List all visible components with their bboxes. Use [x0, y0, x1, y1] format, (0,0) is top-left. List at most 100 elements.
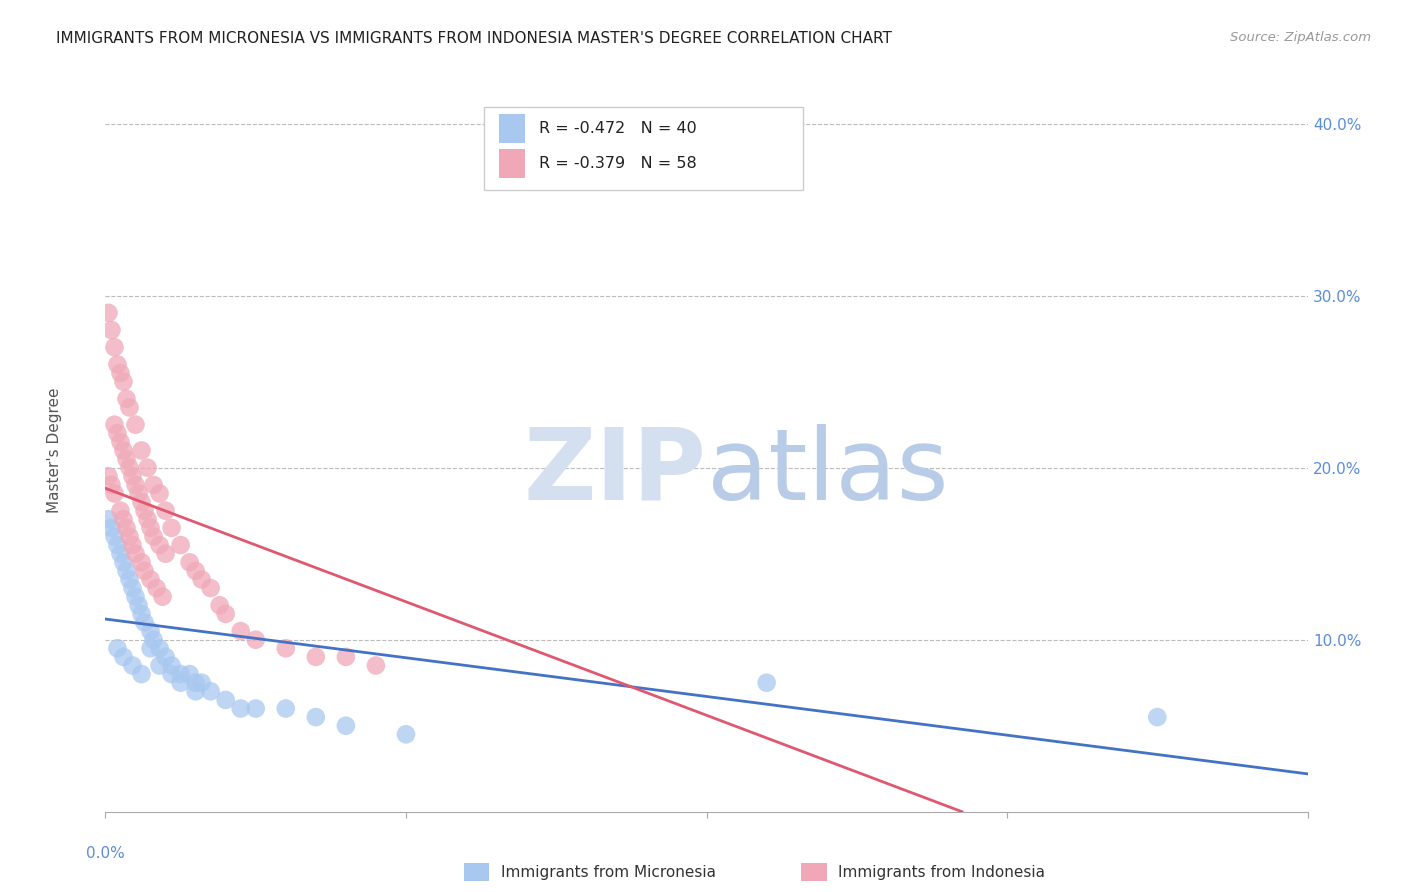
- Point: [755, 675, 778, 690]
- Point: [214, 693, 236, 707]
- Text: ZIP: ZIP: [523, 424, 707, 521]
- Point: [134, 503, 156, 517]
- Point: [110, 434, 132, 449]
- Point: [115, 564, 138, 578]
- Point: [118, 573, 141, 587]
- Point: [179, 555, 201, 569]
- Point: [136, 512, 159, 526]
- Point: [112, 512, 135, 526]
- Point: [169, 538, 191, 552]
- Point: [103, 340, 125, 354]
- Point: [112, 375, 135, 389]
- Point: [134, 615, 156, 630]
- Point: [115, 521, 138, 535]
- Point: [97, 469, 120, 483]
- Text: Source: ZipAtlas.com: Source: ZipAtlas.com: [1230, 31, 1371, 45]
- Point: [245, 632, 267, 647]
- Point: [121, 581, 143, 595]
- Point: [160, 658, 183, 673]
- Point: [131, 443, 153, 458]
- Point: [190, 573, 212, 587]
- Point: [142, 632, 165, 647]
- Point: [145, 581, 167, 595]
- Point: [103, 417, 125, 432]
- Text: 0.0%: 0.0%: [86, 847, 125, 862]
- Point: [395, 727, 418, 741]
- Point: [107, 641, 129, 656]
- Point: [142, 529, 165, 543]
- Text: R = -0.379   N = 58: R = -0.379 N = 58: [540, 156, 697, 171]
- Point: [184, 684, 207, 698]
- Point: [103, 486, 125, 500]
- Point: [208, 599, 231, 613]
- Point: [305, 710, 328, 724]
- Point: [364, 658, 387, 673]
- Point: [107, 426, 129, 441]
- Point: [155, 503, 177, 517]
- Point: [274, 641, 297, 656]
- Point: [200, 684, 222, 698]
- Point: [155, 649, 177, 664]
- Point: [112, 649, 135, 664]
- Point: [1146, 710, 1168, 724]
- Point: [169, 667, 191, 681]
- Point: [121, 538, 143, 552]
- Point: [103, 529, 125, 543]
- Point: [124, 547, 146, 561]
- Point: [335, 719, 357, 733]
- Point: [160, 521, 183, 535]
- Point: [115, 392, 138, 406]
- Point: [148, 658, 170, 673]
- Point: [124, 417, 146, 432]
- Point: [148, 486, 170, 500]
- Point: [131, 607, 153, 621]
- Point: [200, 581, 222, 595]
- Point: [118, 460, 141, 475]
- Point: [100, 521, 122, 535]
- Point: [148, 641, 170, 656]
- Point: [118, 529, 141, 543]
- Point: [134, 564, 156, 578]
- Text: atlas: atlas: [707, 424, 948, 521]
- Point: [131, 555, 153, 569]
- Point: [214, 607, 236, 621]
- Point: [229, 624, 252, 639]
- Point: [139, 573, 162, 587]
- FancyBboxPatch shape: [484, 107, 803, 190]
- Point: [110, 547, 132, 561]
- Point: [139, 521, 162, 535]
- Point: [97, 306, 120, 320]
- Text: Master's Degree: Master's Degree: [48, 388, 62, 513]
- Point: [107, 538, 129, 552]
- Point: [335, 649, 357, 664]
- Point: [121, 469, 143, 483]
- Point: [131, 667, 153, 681]
- Point: [142, 478, 165, 492]
- Point: [131, 495, 153, 509]
- Point: [148, 538, 170, 552]
- Point: [179, 667, 201, 681]
- Point: [229, 701, 252, 715]
- Point: [190, 675, 212, 690]
- Point: [184, 564, 207, 578]
- Point: [274, 701, 297, 715]
- Text: R = -0.472   N = 40: R = -0.472 N = 40: [540, 121, 697, 136]
- Point: [128, 486, 150, 500]
- Point: [97, 512, 120, 526]
- Bar: [499, 114, 524, 144]
- Point: [112, 443, 135, 458]
- Point: [115, 452, 138, 467]
- Point: [121, 658, 143, 673]
- Point: [152, 590, 174, 604]
- Point: [124, 478, 146, 492]
- Point: [110, 366, 132, 380]
- Point: [100, 323, 122, 337]
- Point: [110, 503, 132, 517]
- Point: [139, 641, 162, 656]
- Point: [155, 547, 177, 561]
- Point: [112, 555, 135, 569]
- Point: [305, 649, 328, 664]
- Point: [107, 358, 129, 372]
- Point: [124, 590, 146, 604]
- Text: Immigrants from Indonesia: Immigrants from Indonesia: [838, 865, 1045, 880]
